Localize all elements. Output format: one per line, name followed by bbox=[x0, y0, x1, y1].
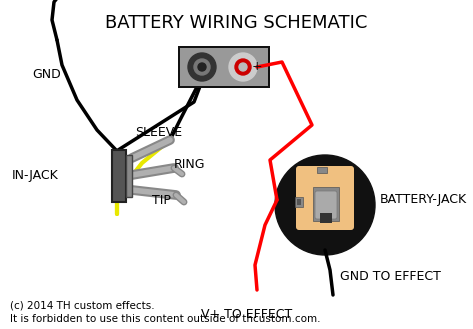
Text: BATTERY-JACK: BATTERY-JACK bbox=[380, 193, 467, 207]
Text: BATTERY WIRING SCHEMATIC: BATTERY WIRING SCHEMATIC bbox=[105, 14, 368, 32]
Text: SLEEVE: SLEEVE bbox=[135, 125, 182, 139]
Bar bbox=[320, 213, 332, 223]
Circle shape bbox=[188, 53, 216, 81]
Text: RING: RING bbox=[174, 159, 205, 171]
Circle shape bbox=[235, 59, 251, 75]
Text: TIP: TIP bbox=[152, 193, 171, 207]
Bar bbox=[295, 197, 303, 207]
FancyBboxPatch shape bbox=[315, 191, 337, 219]
Text: +: + bbox=[252, 61, 263, 73]
Circle shape bbox=[229, 53, 257, 81]
Bar bbox=[180, 48, 268, 86]
Circle shape bbox=[198, 63, 206, 71]
Circle shape bbox=[275, 155, 375, 255]
Text: (c) 2014 TH custom effects.
It is forbidden to use this content outside of thcus: (c) 2014 TH custom effects. It is forbid… bbox=[10, 300, 321, 324]
Circle shape bbox=[239, 63, 247, 71]
Text: V+ TO EFFECT: V+ TO EFFECT bbox=[201, 309, 293, 321]
Text: IN-JACK: IN-JACK bbox=[12, 169, 59, 183]
Text: GND TO EFFECT: GND TO EFFECT bbox=[340, 270, 441, 284]
Bar bbox=[126, 155, 132, 197]
Circle shape bbox=[194, 59, 210, 75]
Bar bbox=[297, 199, 301, 205]
Bar bbox=[313, 187, 339, 221]
Bar bbox=[317, 167, 327, 173]
Text: GND: GND bbox=[32, 68, 61, 82]
FancyBboxPatch shape bbox=[296, 166, 354, 230]
Bar bbox=[178, 46, 270, 88]
Bar bbox=[112, 150, 126, 202]
